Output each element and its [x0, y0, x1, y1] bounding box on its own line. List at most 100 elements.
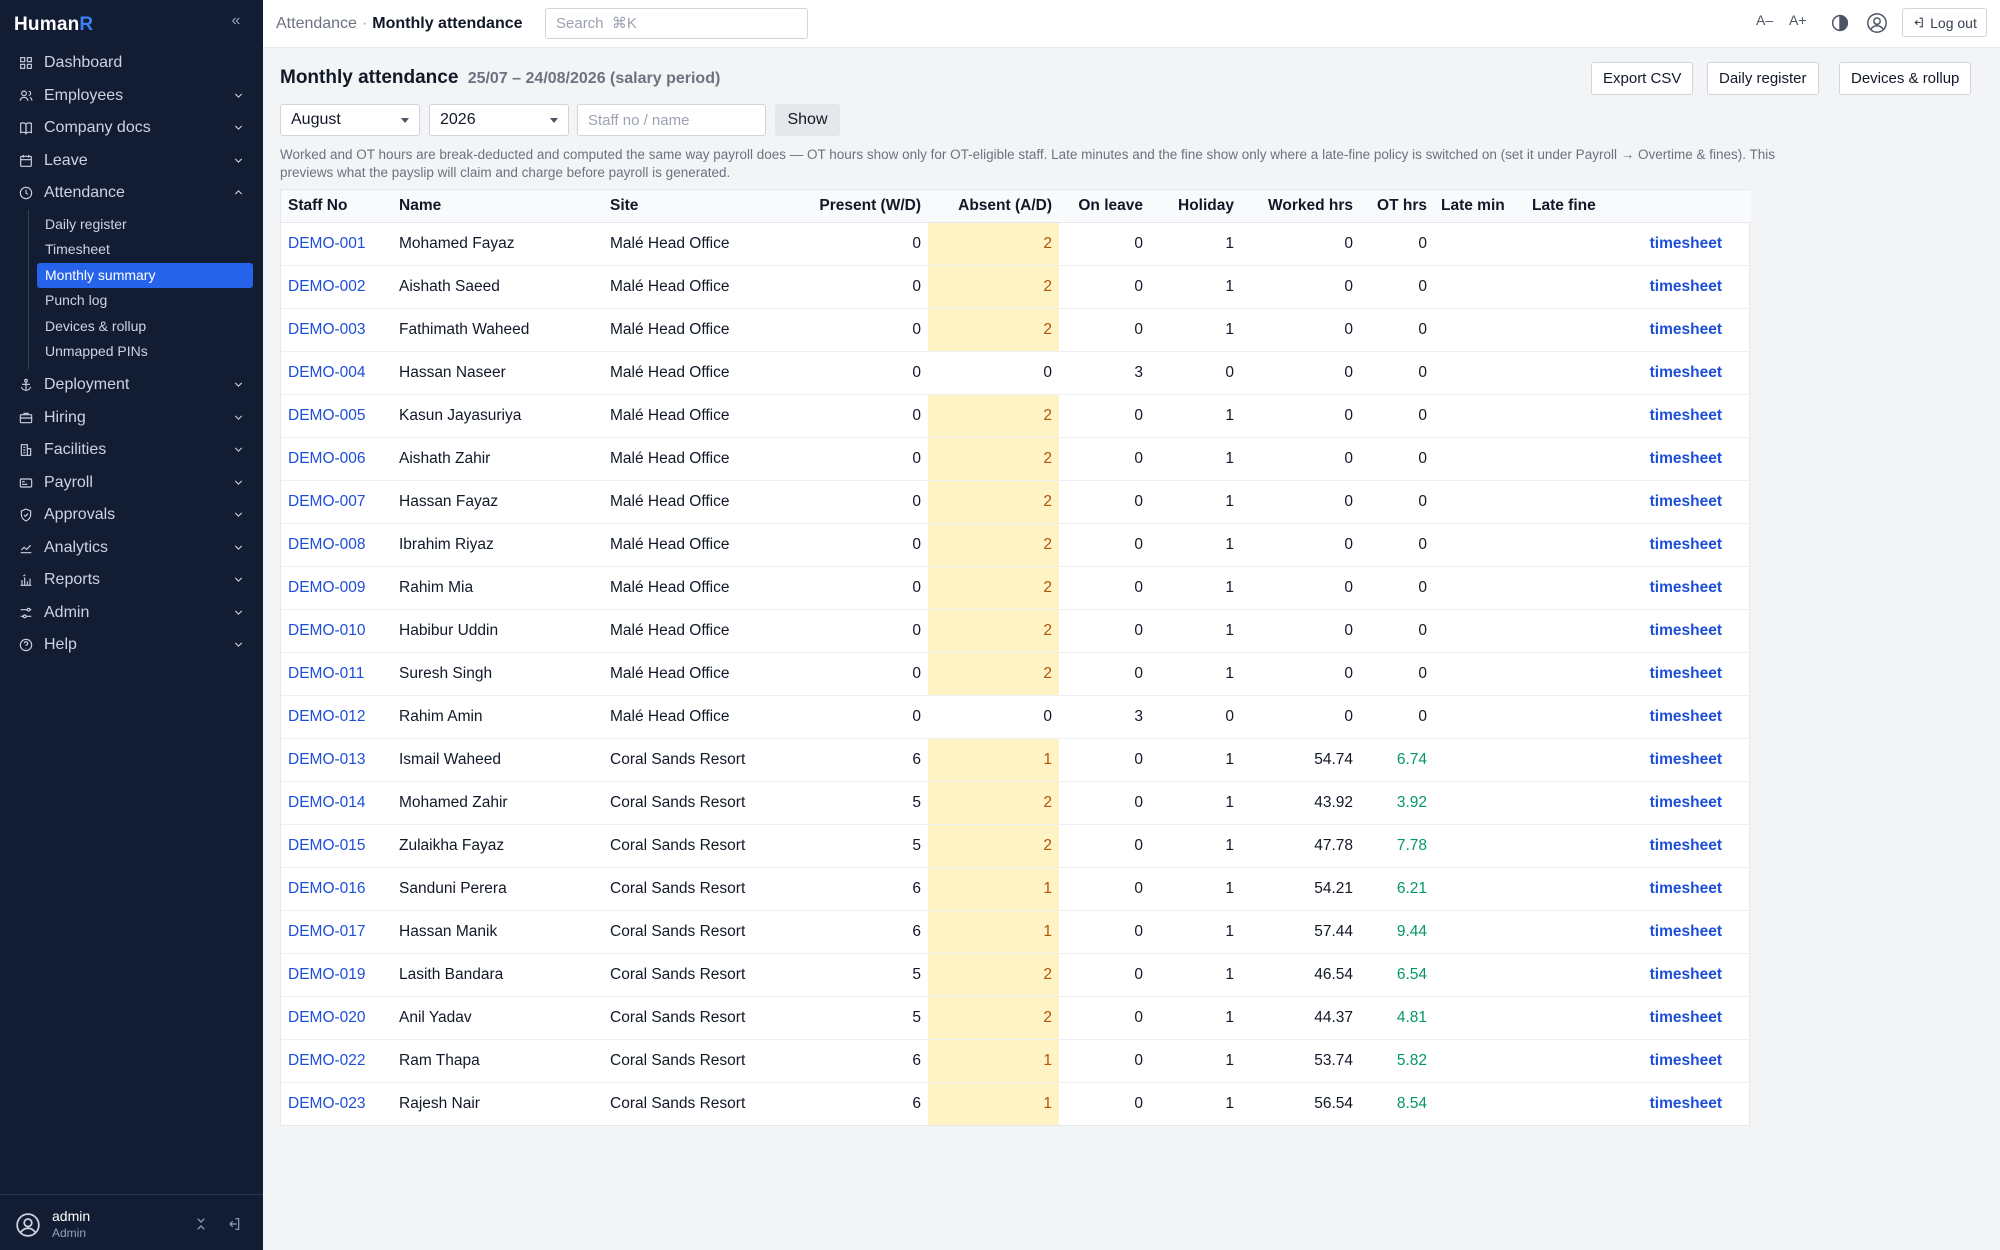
- timesheet-link[interactable]: timesheet: [1615, 867, 1751, 911]
- staff-no-link[interactable]: DEMO-004: [281, 351, 392, 395]
- chevron-up-icon: [232, 186, 246, 200]
- sidebar-item-employees[interactable]: Employees: [0, 80, 263, 113]
- sidebar-item-dashboard[interactable]: Dashboard: [0, 47, 263, 80]
- logout-button[interactable]: Log out: [1902, 8, 1987, 37]
- late-fine: [1525, 351, 1615, 395]
- absent-days: 0: [928, 351, 1059, 395]
- submenu-item[interactable]: Devices & rollup: [45, 317, 147, 334]
- sidebar-item-payroll[interactable]: Payroll: [0, 467, 263, 500]
- staff-no-link[interactable]: DEMO-011: [281, 652, 392, 696]
- daily-register-button[interactable]: Daily register: [1707, 62, 1819, 95]
- timesheet-link[interactable]: timesheet: [1615, 953, 1751, 997]
- sidebar-item-approvals[interactable]: Approvals: [0, 499, 263, 532]
- staff-no-link[interactable]: DEMO-017: [281, 910, 392, 954]
- export-csv-button[interactable]: Export CSV: [1591, 62, 1694, 95]
- timesheet-link[interactable]: timesheet: [1615, 824, 1751, 868]
- timesheet-link[interactable]: timesheet: [1615, 1039, 1751, 1083]
- timesheet-link[interactable]: timesheet: [1615, 652, 1751, 696]
- submenu-item[interactable]: Daily register: [45, 215, 127, 232]
- staff-no-link[interactable]: DEMO-019: [281, 953, 392, 997]
- timesheet-link[interactable]: timesheet: [1615, 351, 1751, 395]
- staff-no-link[interactable]: DEMO-015: [281, 824, 392, 868]
- timesheet-link[interactable]: timesheet: [1615, 910, 1751, 954]
- staff-no-link[interactable]: DEMO-002: [281, 265, 392, 309]
- submenu-item[interactable]: Unmapped PINs: [45, 343, 148, 360]
- holiday-days: 1: [1150, 910, 1241, 954]
- timesheet-link[interactable]: timesheet: [1649, 1094, 1722, 1112]
- sidebar-item-help[interactable]: Help: [0, 629, 263, 662]
- staff-no-link[interactable]: DEMO-005: [281, 394, 392, 438]
- staff-no-link[interactable]: DEMO-006: [281, 437, 392, 481]
- chevron-down-icon: [232, 154, 246, 168]
- sidebar-item-leave[interactable]: Leave: [0, 145, 263, 178]
- month-select[interactable]: August: [280, 104, 420, 136]
- staff-no-link[interactable]: DEMO-020: [281, 996, 392, 1040]
- ot-hours: 0: [1360, 609, 1434, 653]
- timesheet-link[interactable]: timesheet: [1615, 222, 1751, 266]
- holiday-days: 1: [1150, 222, 1241, 266]
- table-row: DEMO-003 Fathimath Waheed Malé Head Office…: [281, 308, 1751, 352]
- timesheet-link[interactable]: timesheet: [1615, 609, 1751, 653]
- breadcrumb-parent[interactable]: Attendance: [276, 15, 357, 32]
- staff-no-link[interactable]: DEMO-023: [288, 1094, 366, 1112]
- sidebar-item-analytics[interactable]: Analytics: [0, 532, 263, 565]
- staff-no-link[interactable]: DEMO-012: [281, 695, 392, 739]
- staff-no-link[interactable]: DEMO-016: [281, 867, 392, 911]
- font-larger-button[interactable]: A+: [1789, 12, 1807, 28]
- timesheet-link[interactable]: timesheet: [1615, 781, 1751, 825]
- late-minutes: [1434, 652, 1525, 696]
- search-input[interactable]: [545, 8, 808, 39]
- show-button[interactable]: Show: [775, 104, 840, 136]
- devices-rollup-button[interactable]: Devices & rollup: [1839, 62, 1972, 95]
- timesheet-link[interactable]: timesheet: [1615, 437, 1751, 481]
- timesheet-link[interactable]: timesheet: [1615, 394, 1751, 438]
- sidebar-item-hiring[interactable]: Hiring: [0, 402, 263, 435]
- timesheet-link[interactable]: timesheet: [1615, 738, 1751, 782]
- timesheet-link[interactable]: timesheet: [1615, 480, 1751, 524]
- sidebar-item-reports[interactable]: Reports: [0, 564, 263, 597]
- absent-days: 2: [928, 394, 1059, 438]
- staff-no-link[interactable]: DEMO-014: [281, 781, 392, 825]
- on-leave-days: 0: [1059, 652, 1150, 696]
- sidebar-item-attendance[interactable]: Attendance: [0, 177, 263, 210]
- timesheet-link[interactable]: timesheet: [1615, 265, 1751, 309]
- staff-no-link[interactable]: DEMO-008: [281, 523, 392, 567]
- timesheet-link[interactable]: timesheet: [1615, 566, 1751, 610]
- submenu-item[interactable]: Monthly summary: [37, 262, 253, 289]
- submenu-item[interactable]: Timesheet: [45, 241, 110, 258]
- staff-no-link[interactable]: DEMO-001: [281, 222, 392, 266]
- header-name: Name: [392, 190, 603, 223]
- collapse-sidebar-icon[interactable]: «: [231, 12, 241, 29]
- staff-no-link[interactable]: DEMO-003: [281, 308, 392, 352]
- holiday-days: 1: [1150, 781, 1241, 825]
- timesheet-link[interactable]: timesheet: [1615, 695, 1751, 739]
- timesheet-link[interactable]: timesheet: [1615, 523, 1751, 567]
- on-leave-days: 0: [1059, 953, 1150, 997]
- staff-no-link[interactable]: DEMO-013: [281, 738, 392, 782]
- sidebar-item-admin[interactable]: Admin: [0, 597, 263, 630]
- site-name: Coral Sands Resort: [603, 1039, 782, 1083]
- staff-no-link[interactable]: DEMO-007: [281, 480, 392, 524]
- timesheet-link[interactable]: timesheet: [1615, 308, 1751, 352]
- sidebar-item-company-docs[interactable]: Company docs: [0, 112, 263, 145]
- year-select[interactable]: 2026: [429, 104, 569, 136]
- staff-no-link[interactable]: DEMO-009: [281, 566, 392, 610]
- user-avatar-icon[interactable]: [15, 1212, 41, 1238]
- profile-icon[interactable]: [1866, 12, 1888, 34]
- header-late-fine: Late fine: [1525, 190, 1615, 223]
- theme-toggle-icon[interactable]: [1829, 12, 1851, 34]
- absent-days: 2: [928, 222, 1059, 266]
- sidebar-item-deployment[interactable]: Deployment: [0, 369, 263, 402]
- sidebar-logout-icon[interactable]: [226, 1216, 242, 1232]
- employee-name: Hassan Naseer: [392, 351, 603, 395]
- timesheet-link[interactable]: timesheet: [1615, 996, 1751, 1040]
- submenu-item[interactable]: Punch log: [45, 292, 108, 309]
- sidebar-item-facilities[interactable]: Facilities: [0, 434, 263, 467]
- staff-filter-input[interactable]: [577, 104, 766, 136]
- switch-user-icon[interactable]: [193, 1216, 209, 1232]
- staff-no-link[interactable]: DEMO-022: [281, 1039, 392, 1083]
- font-smaller-button[interactable]: A–: [1756, 12, 1774, 28]
- late-fine: [1525, 480, 1615, 524]
- staff-no-link[interactable]: DEMO-010: [281, 609, 392, 653]
- app-logo[interactable]: HumanR: [14, 14, 94, 35]
